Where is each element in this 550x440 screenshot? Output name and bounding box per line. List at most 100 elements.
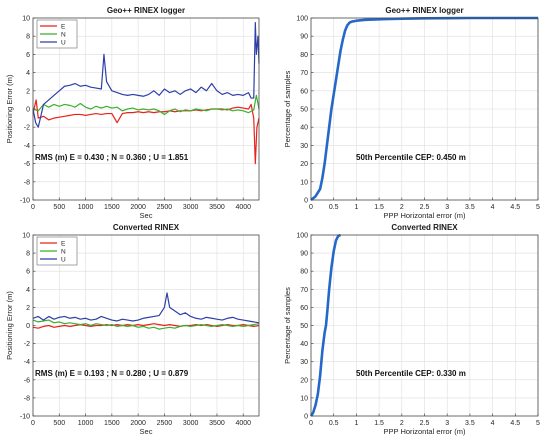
- cdf2-ytick-label: 70: [300, 287, 308, 294]
- ts1-xtick-label: 2000: [130, 204, 146, 211]
- cdf1-xtick-label: 2: [400, 204, 404, 211]
- ts2-chart: 0 500 1000 1500 2000 2500 3000 3500 4000 -10 -8 -6 -…: [5, 223, 260, 436]
- ts2-ytick-label: 0: [26, 323, 30, 330]
- cdf2-series-0: [309, 233, 341, 417]
- cdf2-xtick-label: 1: [354, 420, 358, 427]
- cdf2-title: Converted RINEX: [391, 223, 458, 232]
- ts2-ytick-label: 8: [26, 251, 30, 258]
- ts2-annotation: RMS (m) E = 0.193 ; N = 0.280 ; U = 0.87…: [35, 369, 189, 378]
- cdf2-ytick-label: 40: [300, 341, 308, 348]
- cdf1-xtick-label: 3.5: [465, 204, 475, 211]
- ts2-xtick-label: 1500: [104, 420, 120, 427]
- ts1-xtick-label: 1000: [78, 204, 94, 211]
- ts2-title: Converted RINEX: [113, 223, 180, 232]
- ts1-ytick-label: -6: [24, 161, 30, 168]
- cdf1-xtick-label: 5: [536, 204, 540, 211]
- ts2-legend-label: U: [61, 257, 66, 264]
- cdf1-ytick-label: 10: [300, 179, 308, 186]
- cdf1-ytick-label: 40: [300, 125, 308, 132]
- ts2-ytick-label: 2: [26, 305, 30, 312]
- cdf2-chart: 0 0.5 1 1.5 2 2.5 3 3.5 4 4.5 50102030405060708090…: [283, 223, 540, 436]
- ts1-ylabel: Positioning Error (m): [5, 74, 14, 143]
- cdf2-xtick-label: 1.5: [374, 420, 384, 427]
- ts2-ytick-label: 4: [26, 287, 30, 294]
- ts1-legend: ENU: [36, 19, 78, 49]
- ts1-legend-label: U: [61, 40, 66, 47]
- ts2-xtick-label: 4000: [235, 420, 251, 427]
- ts1-xlabel: Sec: [140, 211, 153, 220]
- ts1-legend-label: E: [61, 24, 66, 31]
- ts2-series-u: [32, 292, 260, 324]
- cdf2-ytick-label: 80: [300, 269, 308, 276]
- ts2-ytick-label: -6: [24, 377, 30, 384]
- cdf2-xtick-label: 0: [309, 420, 313, 427]
- ts1-ytick-label: 2: [26, 88, 30, 95]
- ts1-xtick-label: 1500: [104, 204, 120, 211]
- ts2-xtick-label: 3000: [183, 420, 199, 427]
- cdf2-xtick-label: 4: [491, 420, 495, 427]
- ts1-ytick-label: 0: [26, 107, 30, 114]
- ts1-annotation: RMS (m) E = 0.430 ; N = 0.360 ; U = 1.85…: [35, 153, 189, 162]
- cdf1-ytick-label: 30: [300, 143, 308, 150]
- cdf2-xtick-label: 3: [445, 420, 449, 427]
- ts2-ytick-label: -4: [24, 359, 30, 366]
- ts1-series-u: [32, 21, 260, 128]
- cdf2-ytick-label: 30: [300, 359, 308, 366]
- ts1-ytick-label: -4: [24, 143, 30, 150]
- cdf2-ytick-label: 60: [300, 305, 308, 312]
- ts1-ytick-label: -8: [24, 179, 30, 186]
- ts1-chart: 0 500 1000 1500 2000 2500 3000 3500 4000 -10 -8 -6 -…: [5, 6, 260, 220]
- cdf1-ytick-label: 20: [300, 161, 308, 168]
- cdf1-xtick-label: 4.5: [510, 204, 520, 211]
- ts2-xtick-label: 2000: [130, 420, 146, 427]
- ts1-xtick-label: 3000: [183, 204, 199, 211]
- cdf2-ytick-label: 50: [300, 323, 308, 330]
- ts1-title: Geo++ RINEX logger: [107, 6, 185, 15]
- ts1-xtick-label: 3500: [209, 204, 225, 211]
- cdf1-ylabel: Percentage of samples: [283, 70, 292, 147]
- ts1-ytick-label: -2: [24, 125, 30, 132]
- ts2-legend-label: N: [61, 249, 66, 256]
- cdf2-ytick-label: 10: [300, 395, 308, 402]
- cdf1-xtick-label: 0.5: [329, 204, 339, 211]
- cdf2-annotation: 50th Percentile CEP: 0.330 m: [356, 369, 466, 378]
- cdf1-xtick-label: 1.5: [374, 204, 384, 211]
- ts2-xtick-label: 3500: [209, 420, 225, 427]
- cdf1-title: Geo++ RINEX logger: [385, 6, 463, 15]
- cdf2-ytick-label: 0: [304, 414, 308, 421]
- ts2-xtick-label: 0: [31, 420, 35, 427]
- ts1-series-n: [32, 94, 260, 116]
- cdf1-xtick-label: 2.5: [420, 204, 430, 211]
- cdf2-ytick-label: 100: [296, 233, 308, 240]
- ts1-xtick-label: 0: [31, 204, 35, 211]
- ts1-ytick-label: 8: [26, 34, 30, 41]
- ts2-xlabel: Sec: [140, 427, 153, 436]
- cdf2-xtick-label: 2.5: [420, 420, 430, 427]
- cdf2-ylabel: Percentage of samples: [283, 287, 292, 364]
- ts2-ylabel: Positioning Error (m): [5, 291, 14, 360]
- ts2-xtick-label: 1000: [78, 420, 94, 427]
- ts1-series-line: [32, 99, 260, 165]
- ts1-ytick-label: -10: [20, 198, 30, 205]
- ts2-series-line: [32, 319, 260, 330]
- ts1-ytick-label: 10: [22, 16, 30, 23]
- cdf2-xtick-label: 3.5: [465, 420, 475, 427]
- ts2-xtick-label: 500: [53, 420, 65, 427]
- ts1-xtick-label: 4000: [235, 204, 251, 211]
- ts2-series-n: [32, 319, 260, 330]
- cdf1-xlabel: PPP Horizontal error (m): [384, 211, 466, 220]
- cdf2-xtick-label: 4.5: [510, 420, 520, 427]
- cdf1-ytick-label: 60: [300, 88, 308, 95]
- cdf1-xtick-label: 3: [445, 204, 449, 211]
- ts2-legend: ENU: [36, 236, 78, 266]
- cdf2-ytick-label: 90: [300, 251, 308, 258]
- cdf1-annotation: 50th Percentile CEP: 0.450 m: [356, 153, 466, 162]
- cdf1-ytick-label: 70: [300, 70, 308, 77]
- cdf2-xtick-label: 0.5: [329, 420, 339, 427]
- ts2-xtick-label: 2500: [157, 420, 173, 427]
- cdf2-xlabel: PPP Horizontal error (m): [384, 427, 466, 436]
- cdf1-ytick-label: 100: [296, 16, 308, 23]
- ts1-xtick-label: 500: [53, 204, 65, 211]
- ts1-xtick-label: 2500: [157, 204, 173, 211]
- cdf1-chart: 0 0.5 1 1.5 2 2.5 3 3.5 4 4.5 50102030405060708090…: [283, 6, 540, 220]
